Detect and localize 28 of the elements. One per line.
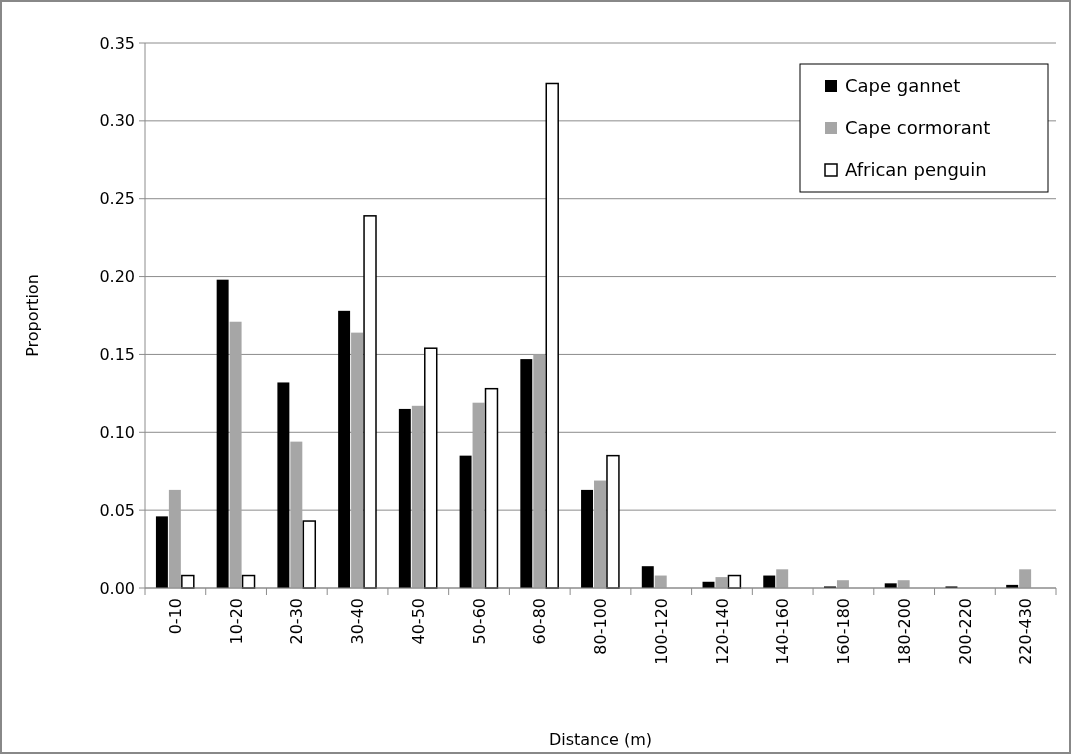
x-tick-label: 200-220 xyxy=(955,598,975,665)
x-tick-label: 50-60 xyxy=(469,598,489,645)
x-tick-label: 160-180 xyxy=(834,598,854,665)
x-tick-label: 10-20 xyxy=(226,598,246,645)
x-tick-label: 20-30 xyxy=(287,598,307,645)
y-tick-label: 0.15 xyxy=(99,345,135,365)
legend-label: Cape gannet xyxy=(845,75,961,97)
legend-label: African penguin xyxy=(845,159,987,181)
y-tick-label: 0.25 xyxy=(99,189,135,209)
y-tick-label: 0.30 xyxy=(99,111,135,131)
x-tick-label: 180-200 xyxy=(894,598,914,665)
y-tick-label: 0.05 xyxy=(99,500,135,520)
x-tick-label: 80-100 xyxy=(591,598,611,655)
y-axis-title: Proportion xyxy=(23,274,42,357)
x-tick-label: 140-160 xyxy=(773,598,793,665)
x-tick-label: 220-430 xyxy=(1016,598,1036,665)
x-tick-label: 0-10 xyxy=(165,598,185,635)
x-tick-label: 40-50 xyxy=(408,598,428,645)
x-axis-title: Distance (m) xyxy=(548,730,653,749)
x-tick-label: 100-120 xyxy=(651,598,671,665)
legend-label: Cape cormorant xyxy=(845,117,991,139)
x-tick-label: 120-140 xyxy=(712,598,732,665)
y-tick-label: 0.35 xyxy=(99,33,135,53)
y-tick-label: 0.00 xyxy=(99,578,135,598)
x-tick-label: 30-40 xyxy=(348,598,368,645)
y-tick-label: 0.10 xyxy=(99,422,135,442)
y-tick-label: 0.20 xyxy=(99,267,135,287)
x-tick-label: 60-80 xyxy=(530,598,550,645)
